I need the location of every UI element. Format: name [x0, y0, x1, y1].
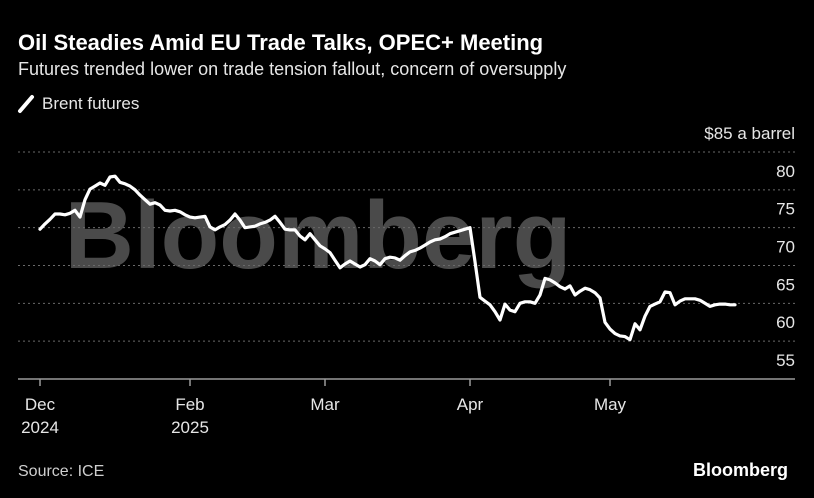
chart-title: Oil Steadies Amid EU Trade Talks, OPEC+ … — [18, 30, 543, 55]
x-tick-label: Mar — [310, 395, 340, 414]
x-tick-label: Apr — [456, 395, 484, 414]
legend-swatch — [18, 95, 34, 113]
source: Source: ICE — [18, 463, 104, 480]
y-tick-label: 60 — [776, 313, 795, 332]
x-tick-label: May — [593, 395, 627, 414]
chart-subtitle: Futures trended lower on trade tension f… — [18, 59, 566, 79]
x-tick-label: Feb 2025 — [171, 395, 209, 437]
y-tick-label: 70 — [776, 238, 795, 257]
y-tick-label: 55 — [776, 351, 795, 370]
legend-label: Brent futures — [42, 94, 139, 113]
brand: Bloomberg — [693, 460, 788, 480]
line-series — [38, 174, 737, 342]
y-tick-label: 75 — [776, 200, 795, 219]
y-tick-label: $85 a barrel — [704, 124, 795, 143]
y-tick-label: 80 — [776, 162, 795, 181]
x-tick-label: Dec 2024 — [21, 395, 59, 437]
y-tick-label: 65 — [776, 275, 795, 294]
watermark: Bloomberg — [65, 182, 572, 289]
